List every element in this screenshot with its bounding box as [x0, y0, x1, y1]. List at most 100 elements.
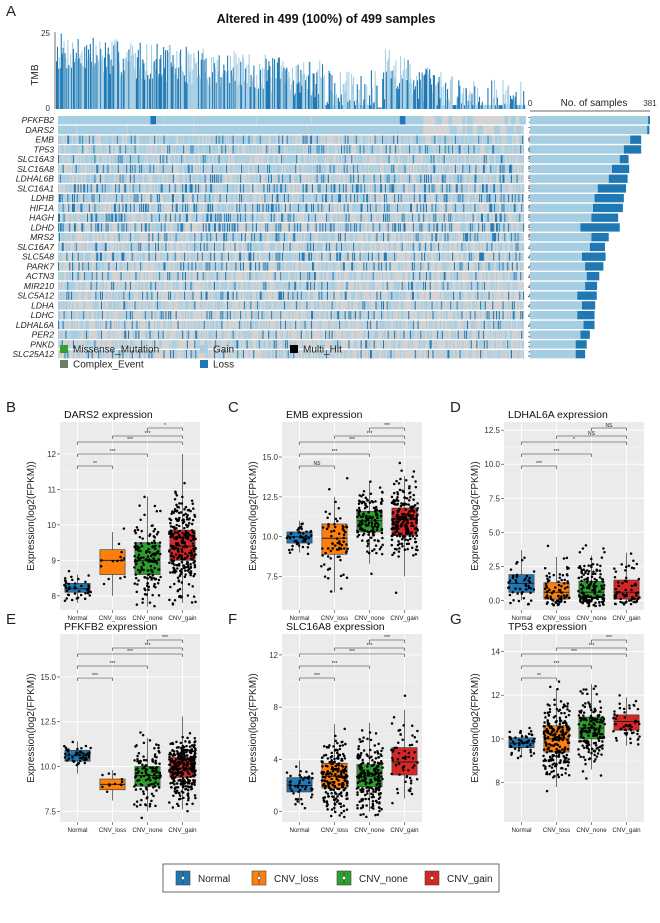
oncoplot-cell: [322, 165, 323, 173]
oncoplot-cell: [232, 233, 233, 241]
oncoplot-cell: [374, 175, 375, 183]
oncoplot-cell: [63, 292, 64, 300]
oncoplot-cell: [435, 233, 436, 241]
oncoplot-cell: [444, 165, 445, 173]
oncoplot-cell: [179, 126, 187, 134]
oncoplot-cell: [329, 253, 330, 261]
oncoplot-cell: [66, 175, 67, 183]
oncoplot-cell: [318, 165, 319, 173]
oncoplot-cell: [434, 253, 435, 261]
oncoplot-cell: [159, 272, 160, 280]
oncoplot-cell: [158, 262, 159, 270]
oncoplot-cell: [403, 184, 404, 192]
oncoplot-cell: [110, 126, 114, 134]
oncoplot-cell: [456, 136, 457, 144]
oncoplot-cell: [511, 116, 516, 124]
oncoplot-cell: [482, 194, 483, 202]
oncoplot-cell: [217, 272, 218, 280]
tmb-bar: [339, 101, 340, 109]
oncoplot-cell: [219, 136, 220, 144]
tmb-bar: [61, 34, 62, 109]
tmb-bar: [468, 101, 469, 109]
oncoplot-cell: [408, 184, 409, 192]
tmb-bar: [408, 60, 409, 109]
oncoplot-cell: [390, 262, 391, 270]
oncoplot-cell: [100, 175, 101, 183]
tmb-bar: [336, 94, 337, 109]
oncoplot-cell: [398, 194, 399, 202]
oncoplot-cell: [510, 145, 511, 153]
oncoplot-cell: [249, 243, 250, 251]
tmb-bar: [477, 88, 478, 109]
oncoplot-cell: [341, 253, 342, 261]
oncoplot-cell: [424, 155, 425, 163]
tmb-bar: [159, 59, 160, 109]
oncoplot-cell: [294, 155, 295, 163]
oncoplot-cell: [501, 214, 502, 222]
oncoplot-cell: [469, 272, 470, 280]
oncoplot-cell: [250, 194, 251, 202]
oncoplot-cell: [382, 184, 383, 192]
oncoplot-cell: [270, 155, 271, 163]
oncoplot-cell: [424, 194, 425, 202]
tmb-bar: [417, 80, 418, 109]
oncoplot-cell: [299, 175, 300, 183]
oncoplot-cell: [422, 165, 423, 173]
oncoplot-cell: [445, 233, 446, 241]
oncoplot-cell: [291, 155, 292, 163]
oncoplot-cell: [74, 243, 75, 251]
oncoplot-cell: [309, 214, 310, 222]
oncoplot-cell: [359, 155, 360, 163]
oncoplot-cell: [504, 194, 505, 202]
oncoplot-cell: [163, 223, 164, 231]
tmb-bar: [168, 52, 169, 109]
oncoplot-cell: [461, 223, 462, 231]
oncoplot-cell: [149, 126, 155, 134]
oncoplot-cell: [69, 243, 70, 251]
oncoplot-cell: [110, 175, 111, 183]
oncoplot-cell: [247, 194, 248, 202]
oncoplot-cell: [416, 155, 417, 163]
oncoplot-cell: [196, 214, 197, 222]
oncoplot-cell: [303, 194, 304, 202]
oncoplot-cell: [519, 136, 520, 144]
oncoplot-cell: [197, 155, 198, 163]
oncoplot-cell: [385, 204, 386, 212]
oncoplot-cell: [249, 155, 250, 163]
tmb-bar: [271, 92, 272, 109]
oncoplot-cell: [451, 282, 452, 290]
oncoplot-cell: [216, 262, 217, 270]
tmb-bar: [482, 102, 483, 109]
oncoplot-cell: [319, 165, 320, 173]
oncoplot-cell: [452, 223, 453, 231]
oncoplot-cell: [367, 145, 368, 153]
tmb-bar: [104, 58, 105, 109]
tmb-bar: [229, 83, 230, 109]
oncoplot-cell: [498, 233, 499, 241]
oncoplot-cell: [446, 282, 447, 290]
oncoplot-cell: [121, 214, 122, 222]
oncoplot-cell: [394, 223, 395, 231]
oncoplot-cell: [84, 282, 85, 290]
oncoplot-cell: [208, 184, 209, 192]
oncoplot-cell: [183, 145, 184, 153]
oncoplot-cell: [295, 126, 302, 134]
tmb-bar: [143, 63, 144, 109]
oncoplot-cell: [103, 194, 104, 202]
oncoplot-cell: [95, 145, 96, 153]
oncoplot-cell: [165, 194, 166, 202]
oncoplot-cell: [345, 243, 346, 251]
oncoplot-cell: [92, 214, 93, 222]
oncoplot-cell: [58, 116, 63, 124]
oncoplot-cell: [325, 165, 326, 173]
oncoplot-cell: [227, 223, 228, 231]
oncoplot-cell: [408, 136, 409, 144]
oncoplot-cell: [226, 184, 227, 192]
oncoplot-cell: [505, 243, 506, 251]
oncoplot-cell: [246, 223, 247, 231]
oncoplot-cell: [364, 253, 365, 261]
oncoplot-cell: [60, 223, 61, 231]
oncoplot-cell: [351, 136, 352, 144]
oncoplot-cell: [476, 282, 477, 290]
oncoplot-cell: [144, 136, 145, 144]
